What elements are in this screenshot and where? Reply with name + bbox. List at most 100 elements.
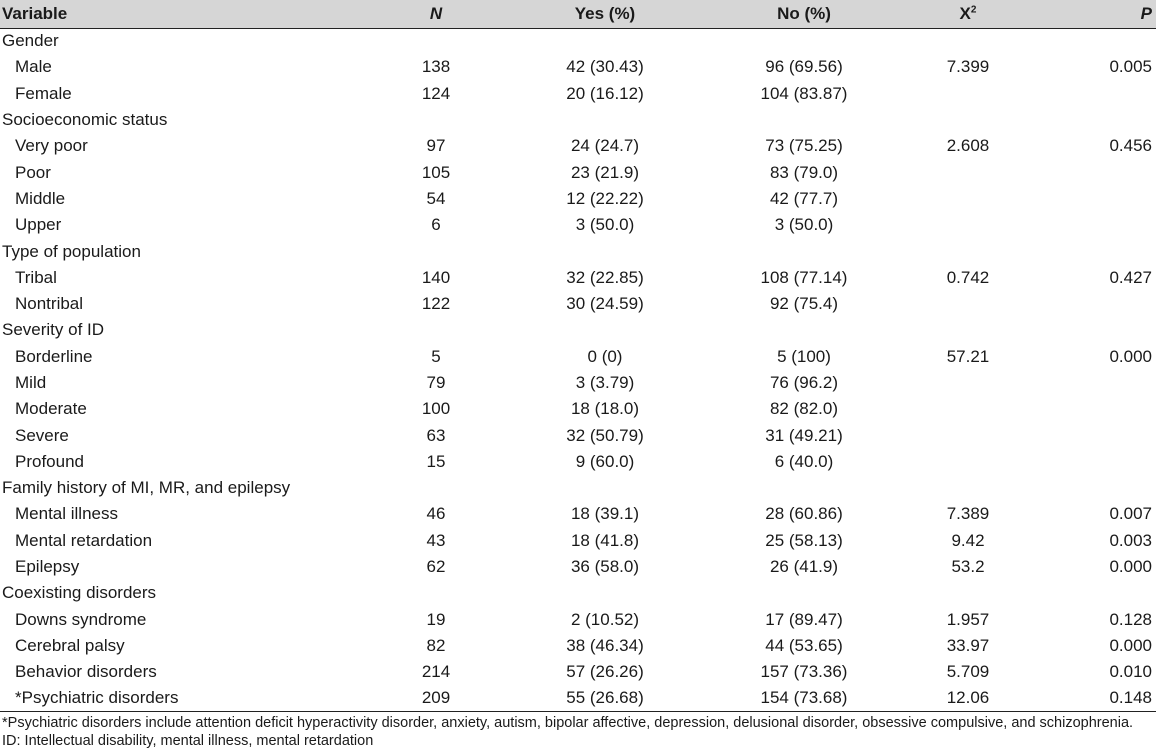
table-row: Cerebral palsy 82 38 (46.34) 44 (53.65) 33.9… (0, 633, 1156, 659)
cell-no: 28 (60.86) (765, 504, 843, 524)
row-label: Cerebral palsy (15, 635, 125, 655)
table-row: Epilepsy 62 36 (58.0) 26 (41.9) 53.2 0.000 (0, 554, 1156, 580)
table-row: Nontribal 122 30 (24.59) 92 (75.4) (0, 291, 1156, 317)
group-title: Socioeconomic status (2, 110, 168, 130)
cell-p (1038, 449, 1156, 475)
header-variable: Variable (0, 0, 372, 29)
cell-x2: 2.608 (946, 136, 990, 156)
table-row: *Psychiatric disorders 209 55 (26.68) 154 (… (0, 685, 1156, 713)
cell-no: 3 (50.0) (774, 215, 834, 235)
cell-n: 6 (431, 215, 441, 235)
cell-p (1038, 81, 1156, 107)
cell-yes: 24 (24.7) (570, 136, 640, 156)
cell-no: 154 (73.68) (710, 685, 898, 713)
cell-p: 0.010 (1109, 662, 1152, 682)
row-label: *Psychiatric disorders (0, 685, 372, 713)
cell-yes: 18 (41.8) (570, 530, 640, 550)
group-row: Coexisting disorders (0, 580, 1156, 606)
cell-no: 83 (79.0) (769, 162, 839, 182)
table-row: Mild 79 3 (3.79) 76 (96.2) (0, 370, 1156, 396)
table-body: Gender Male 138 42 (30.43) 96 (69.56) 7.399 0.… (0, 28, 1156, 713)
cell-x2: 12.06 (898, 685, 1038, 713)
cell-x2: 5.709 (946, 662, 990, 682)
cell-yes: 57 (26.26) (566, 662, 644, 682)
cell-no: 17 (89.47) (765, 609, 843, 629)
cell-x2: 7.399 (946, 57, 990, 77)
cell-n: 122 (421, 294, 451, 314)
cell-no: 96 (69.56) (765, 57, 843, 77)
cell-n: 105 (421, 162, 451, 182)
cell-yes: 55 (26.68) (500, 685, 710, 713)
group-row: Severity of ID (0, 317, 1156, 343)
cell-p: 0.000 (1109, 557, 1152, 577)
cell-x2: 57.21 (946, 346, 990, 366)
cell-n: 46 (426, 504, 446, 524)
cell-no: 5 (100) (777, 346, 831, 366)
table-row: Very poor 97 24 (24.7) 73 (75.25) 2.608 0.456 (0, 133, 1156, 159)
cell-p: 0.000 (1109, 635, 1152, 655)
cell-x2: 33.97 (946, 635, 990, 655)
cell-p: 0.000 (1109, 346, 1152, 366)
cell-x2: 9.42 (951, 530, 985, 550)
header-yes: Yes (%) (500, 0, 710, 29)
row-label: Mental retardation (15, 530, 153, 550)
cell-x2 (898, 449, 1038, 475)
row-label: Male (15, 57, 52, 77)
cell-yes: 3 (50.0) (575, 215, 635, 235)
group-row: Type of population (0, 238, 1156, 264)
group-row: Socioeconomic status (0, 107, 1156, 133)
row-label: Severe (15, 425, 69, 445)
cell-p: 0.128 (1109, 609, 1152, 629)
cell-no: 82 (82.0) (769, 399, 839, 419)
row-label: Epilepsy (15, 557, 80, 577)
cell-n: 82 (426, 635, 446, 655)
cell-x2 (898, 212, 1038, 238)
row-label: Profound (15, 451, 84, 471)
cell-no: 26 (41.9) (769, 557, 839, 577)
row-label: Upper (15, 215, 62, 235)
cell-p (1038, 370, 1156, 396)
group-title: Family history of MI, MR, and epilepsy (2, 478, 291, 498)
cell-no: 73 (75.25) (765, 136, 843, 156)
group-row: Gender (0, 28, 1156, 54)
cell-yes: 18 (39.1) (570, 504, 640, 524)
cell-yes: 18 (18.0) (570, 399, 640, 419)
group-title: Severity of ID (2, 320, 105, 340)
table-row: Downs syndrome 19 2 (10.52) 17 (89.47) 1.957… (0, 607, 1156, 633)
cell-x2 (898, 186, 1038, 212)
cell-n: 138 (421, 57, 451, 77)
group-title: Type of population (2, 241, 141, 261)
group-title: Coexisting disorders (2, 583, 157, 603)
cell-p: 0.005 (1109, 57, 1152, 77)
table-row: Mental illness 46 18 (39.1) 28 (60.86) 7.389… (0, 501, 1156, 527)
cell-n: 62 (426, 557, 446, 577)
cell-n: 79 (426, 373, 446, 392)
cell-n: 54 (426, 188, 446, 208)
cell-yes: 32 (50.79) (566, 425, 644, 445)
group-row: Family history of MI, MR, and epilepsy (0, 475, 1156, 501)
cell-yes: 36 (58.0) (570, 557, 640, 577)
cell-p: 0.007 (1109, 504, 1152, 524)
cell-no: 6 (40.0) (774, 451, 834, 471)
cell-no: 42 (77.7) (769, 188, 839, 208)
cell-p (1038, 291, 1156, 317)
cell-p (1038, 186, 1156, 212)
cell-no: 104 (83.87) (760, 83, 848, 103)
table-row: Profound 15 9 (60.0) 6 (40.0) (0, 449, 1156, 475)
cell-no: 76 (96.2) (769, 373, 839, 392)
cell-yes: 0 (0) (587, 346, 623, 366)
cell-x2 (898, 291, 1038, 317)
cell-yes: 30 (24.59) (566, 294, 644, 314)
cell-no: 25 (58.13) (765, 530, 843, 550)
cell-p (1038, 396, 1156, 422)
cell-n: 140 (421, 267, 451, 287)
cell-p (1038, 422, 1156, 448)
cell-p: 0.456 (1109, 136, 1152, 156)
table-row: Severe 63 32 (50.79) 31 (49.21) (0, 422, 1156, 448)
table-header: Variable N Yes (%) No (%) X2 P (0, 0, 1156, 29)
cell-x2: 53.2 (951, 557, 985, 577)
table-footnote: *Psychiatric disorders include attention… (2, 715, 1134, 750)
group-title: Gender (2, 31, 59, 51)
cell-yes: 9 (60.0) (575, 451, 635, 471)
cell-no: 31 (49.21) (765, 425, 843, 445)
